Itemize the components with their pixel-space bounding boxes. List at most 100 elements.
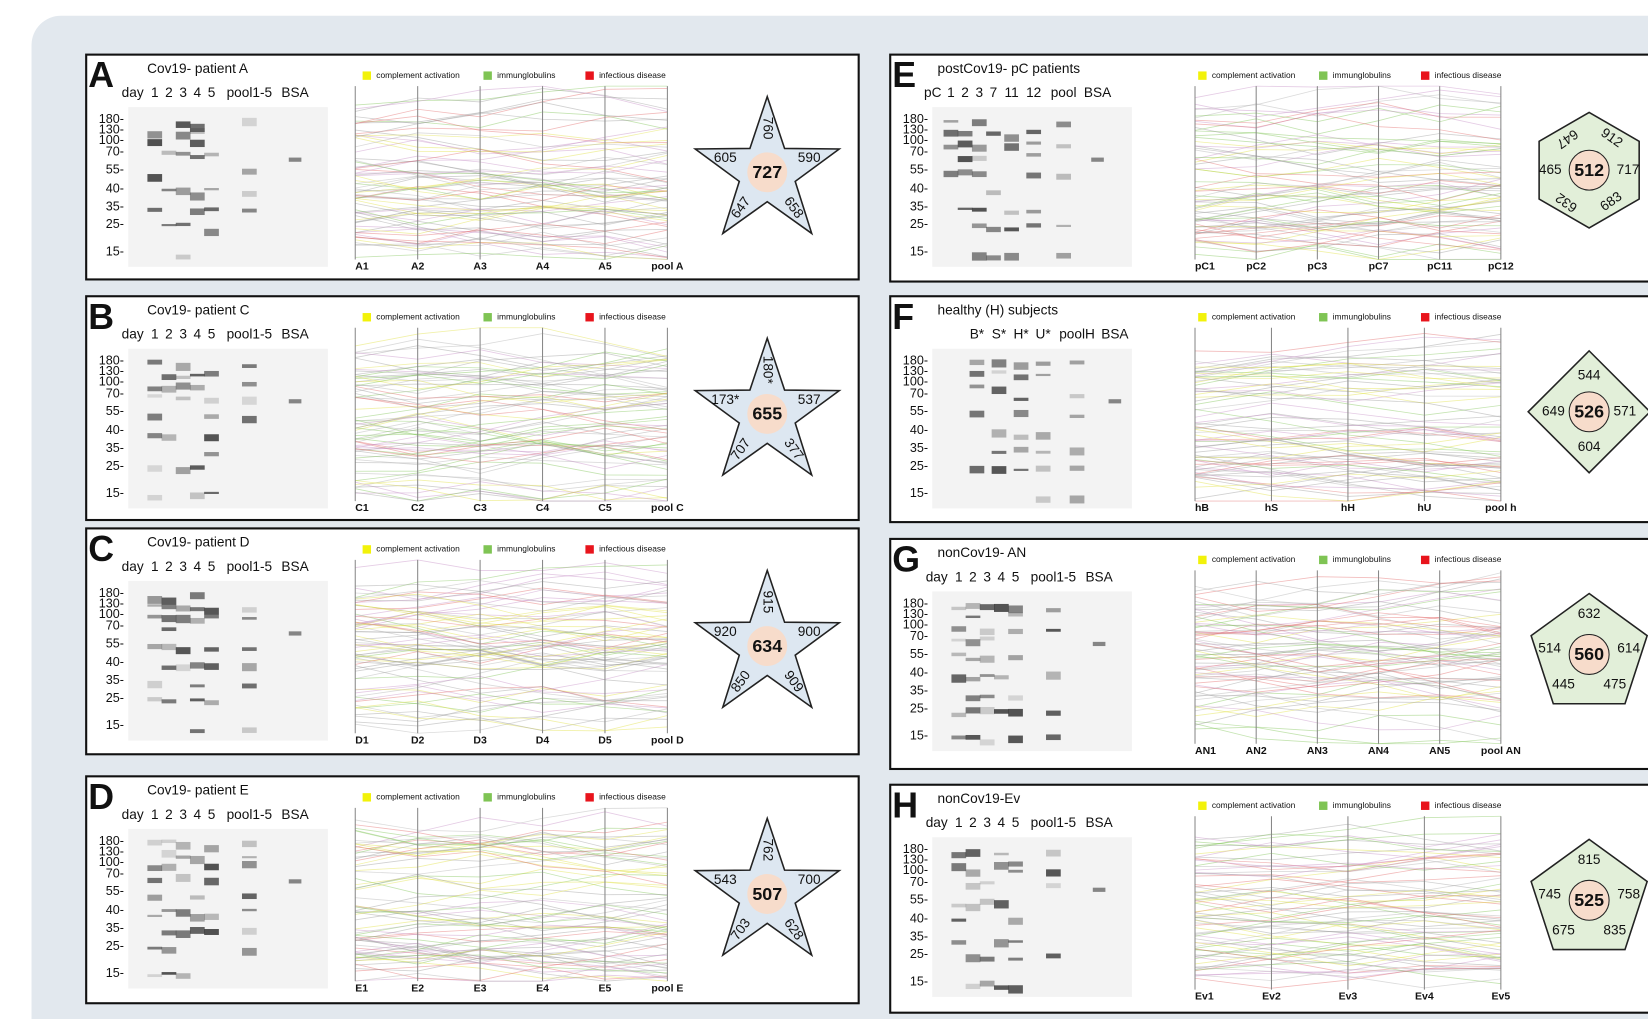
gel-band (972, 208, 987, 212)
axis-label: AN3 (1307, 745, 1328, 757)
gel-band (204, 663, 219, 670)
legend-swatch (1319, 313, 1327, 321)
panel-title: Cov19- patient C (147, 303, 250, 318)
gel-band (1008, 861, 1023, 866)
gel-band (944, 145, 959, 150)
mw-marker: 15- (910, 975, 928, 989)
axis-label: E3 (474, 982, 487, 994)
gel-band (1004, 134, 1019, 141)
gel-band (190, 856, 205, 864)
gel-band (1014, 362, 1029, 369)
gel-band (176, 255, 191, 260)
gel-band (176, 383, 191, 390)
gel-band (1046, 869, 1061, 876)
lane-label: pool1-5 (227, 327, 273, 342)
gel-band (242, 607, 257, 612)
gel-band (1014, 469, 1029, 471)
lane-label: 2 (165, 85, 173, 100)
gel-band (147, 433, 162, 438)
gel-band (176, 397, 191, 401)
axis-label: pC1 (1195, 261, 1215, 273)
legend-swatch (1421, 71, 1429, 79)
mw-marker: 55- (910, 404, 928, 418)
gel-band (1056, 253, 1071, 259)
gel-band (242, 191, 257, 197)
gel-band (1036, 432, 1051, 440)
gel-band (242, 861, 257, 868)
gel-band (980, 629, 995, 635)
gel-band (1070, 466, 1085, 471)
gel-band (176, 664, 191, 671)
outer-count: 745 (1538, 886, 1561, 901)
gel-band (176, 132, 191, 140)
lane-label: 4 (998, 815, 1006, 830)
mw-marker: 35- (910, 199, 928, 213)
legend-label: complement activation (376, 70, 460, 80)
lane-label: 4 (194, 807, 202, 822)
outer-count: 445 (1552, 677, 1575, 692)
gel-band (242, 647, 257, 651)
gel-band (992, 466, 1007, 474)
gel-band (1008, 958, 1023, 961)
axis-label: AN5 (1429, 745, 1450, 757)
lane-label: pool1-5 (1031, 815, 1077, 830)
gel-band (1070, 394, 1085, 398)
axis-label: pool h (1485, 502, 1517, 514)
lane-label: 3 (179, 559, 187, 574)
outer-count: 815 (1578, 852, 1601, 867)
axis-label: A4 (536, 261, 550, 273)
gel-band (242, 169, 257, 175)
gel-band (966, 984, 981, 989)
gel-band (162, 598, 177, 605)
gel-band (147, 131, 162, 138)
mw-marker: 25- (910, 459, 928, 473)
axis-label: C3 (473, 502, 487, 514)
panel: HnonCov19-Ev180-130-100-70-55-40-35-25-1… (890, 785, 1648, 1013)
gel-band (147, 878, 162, 883)
outer-count: 614 (1617, 641, 1640, 656)
gel-band (1036, 451, 1051, 454)
gel-band (951, 919, 966, 922)
mw-marker: 25- (106, 691, 124, 705)
outer-count: 544 (1578, 368, 1601, 383)
lane-label: BSA (1085, 569, 1113, 584)
lane-label: 1 (151, 559, 159, 574)
lane-label: 5 (208, 85, 216, 100)
gel-band (1046, 672, 1061, 680)
legend-swatch (585, 71, 593, 79)
legend-label: immunglobulins (1333, 311, 1391, 321)
mw-marker: 35- (910, 929, 928, 943)
gel-band (994, 900, 1009, 908)
gel-band (966, 954, 981, 962)
mw-marker: 55- (106, 163, 124, 177)
gel-band (1056, 225, 1071, 227)
axis-label: A1 (355, 261, 369, 273)
gel-band (242, 948, 257, 956)
lane-label: 4 (194, 559, 202, 574)
gel-band (986, 227, 1001, 232)
gel-band (1014, 398, 1029, 401)
mw-marker: 15- (106, 718, 124, 732)
gel-band (242, 617, 257, 620)
outer-count: 675 (1552, 922, 1575, 937)
gel-band (1004, 253, 1019, 261)
legend-label: complement activation (376, 792, 460, 802)
gel-band (204, 845, 219, 852)
legend-swatch (1198, 556, 1206, 564)
gel-image (128, 349, 328, 509)
mw-marker: 55- (106, 884, 124, 898)
gel-band (1046, 629, 1061, 632)
panel-title: Cov19- patient D (147, 535, 250, 550)
panel-letter: E (892, 55, 916, 95)
axis-label: D3 (473, 734, 487, 746)
lane-label: 3 (983, 815, 991, 830)
mw-marker: 25- (106, 939, 124, 953)
axis-label: Ev3 (1339, 991, 1358, 1003)
gel-band (242, 364, 257, 368)
lane-label: 1 (151, 85, 159, 100)
lane-label: pool (1051, 85, 1077, 100)
gel-band (204, 452, 219, 456)
gel-band (980, 707, 995, 714)
gel-band (1008, 695, 1023, 700)
gel-band (147, 465, 162, 471)
